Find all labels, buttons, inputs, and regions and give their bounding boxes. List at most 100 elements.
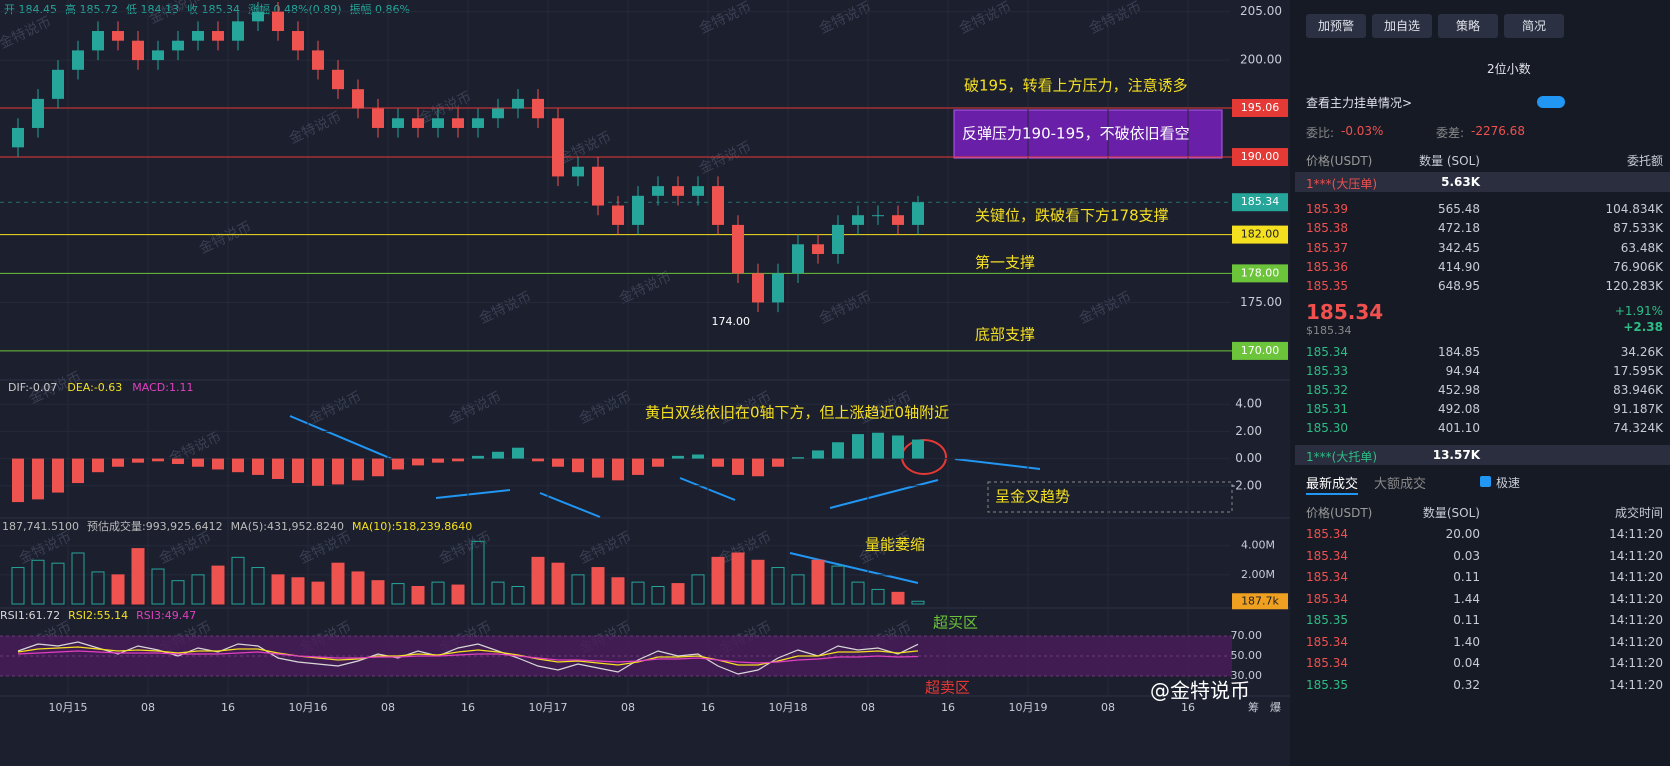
legend-entry: RSI2:55.14 — [68, 609, 128, 622]
volume-bar — [151, 568, 165, 605]
macd-bar — [852, 434, 864, 459]
trade-time: 14:11:20 — [1609, 591, 1663, 606]
button[interactable]: 加预警 — [1306, 14, 1366, 38]
bid-row: 83.946K — [1613, 383, 1663, 397]
order-link[interactable]: 查看主力挂单情况> — [1306, 96, 1413, 110]
macd-bar — [512, 447, 524, 459]
volume-bar — [91, 571, 105, 605]
candle-body — [372, 108, 384, 128]
macd-bar — [792, 457, 804, 459]
candle-body — [352, 89, 364, 109]
decimals[interactable]: 2位小数 — [1487, 62, 1531, 76]
side-panel: 加预警 加自选 策略 简况 2位小数 查看主力挂单情况> 委比: -0.03% 委差: -2276… — [1295, 0, 1670, 766]
annotation: 呈金叉趋势 — [995, 488, 1070, 506]
level-box — [1232, 225, 1288, 244]
annotation: 反弹压力190-195，不破依旧看空 — [962, 125, 1190, 143]
level-box — [1232, 341, 1288, 360]
candle-body — [292, 31, 304, 51]
diff: -2276.68 — [1471, 124, 1525, 138]
volume-bar — [51, 562, 65, 605]
candle-body — [472, 118, 484, 128]
volume-bar — [591, 567, 605, 605]
bid-row: 492.08 — [1438, 402, 1480, 416]
trade-qty: 20.00 — [1445, 527, 1480, 541]
candle-body — [152, 50, 164, 61]
change-pct: +1.91% — [1614, 304, 1663, 318]
volume-bar — [271, 574, 285, 605]
trade-price: 185.34 — [1306, 591, 1348, 606]
candle-body — [532, 98, 544, 119]
tab[interactable]: 大额成交 — [1374, 477, 1427, 492]
volume-bar — [331, 562, 345, 605]
brand: @金特说币 — [1150, 679, 1250, 703]
ask-row: 76.906K — [1613, 259, 1663, 274]
trade-time: 14:11:20 — [1609, 677, 1663, 692]
fast[interactable]: 极速 — [1496, 476, 1521, 490]
toggle[interactable] — [1537, 96, 1565, 108]
macd-bar — [192, 458, 204, 467]
volume-bar — [191, 574, 205, 605]
macd-legend: DEA:-0.63 — [67, 381, 122, 394]
button[interactable]: 加自选 — [1372, 14, 1432, 38]
x-tick-label: 16 — [1181, 701, 1195, 714]
bid-row: 185.33 — [1306, 364, 1348, 378]
bid-row: 74.324K — [1613, 421, 1663, 435]
trade-header: 数量(SOL) — [1422, 506, 1480, 520]
tab[interactable]: 最新成交 — [1306, 477, 1359, 492]
ask-row: 185.35 — [1306, 279, 1348, 294]
button[interactable]: 策略 — [1438, 14, 1498, 38]
trade-time: 14:11:20 — [1609, 527, 1663, 541]
x-tick-label: 10月18 — [769, 701, 808, 714]
volume-bar — [111, 574, 125, 605]
trade-qty: 0.32 — [1453, 677, 1480, 692]
trade-qty: 0.11 — [1453, 613, 1480, 627]
change: +2.38 — [1623, 320, 1663, 334]
volume-bar — [131, 548, 145, 605]
macd-bar — [252, 458, 264, 475]
volume-bar — [11, 567, 25, 605]
big-ask-amount: 5.63K — [1441, 175, 1480, 189]
ask-row: 414.90 — [1438, 259, 1480, 274]
bid-row: 91.187K — [1613, 402, 1663, 416]
y-tick-label: 200.00 — [1240, 53, 1282, 67]
trade-qty: 0.03 — [1453, 548, 1480, 563]
bid-row: 452.98 — [1438, 383, 1480, 397]
fast-check[interactable] — [1480, 476, 1491, 487]
ratio-label: 委比: — [1306, 126, 1335, 140]
trade-time: 14:11:20 — [1609, 656, 1663, 670]
button[interactable]: 简况 — [1504, 14, 1564, 38]
volume-bar — [731, 552, 745, 605]
candle-body — [92, 31, 104, 51]
volume-bar — [471, 540, 485, 605]
macd-bar — [912, 439, 924, 459]
volume-bar — [391, 583, 405, 605]
candle-body — [612, 205, 624, 225]
macd-bar — [552, 458, 564, 467]
macd-bar — [832, 442, 844, 459]
candle-body — [692, 186, 704, 196]
bid-row: 185.34 — [1306, 345, 1348, 359]
candle-body — [732, 224, 744, 274]
ask-row: 342.45 — [1438, 240, 1480, 255]
ask-row: 63.48K — [1620, 240, 1663, 255]
x-tick-label: 08 — [1101, 701, 1115, 714]
corner-label: 筹 — [1248, 700, 1259, 714]
macd-bar — [732, 458, 744, 475]
tab-underline — [1306, 493, 1358, 495]
candle-body — [572, 166, 584, 177]
macd-bar — [872, 432, 884, 459]
candle-body — [832, 224, 844, 254]
level-box — [1232, 193, 1288, 212]
candle-body — [892, 215, 904, 225]
macd-bar — [312, 458, 324, 486]
bid-row: 185.32 — [1306, 383, 1348, 397]
macd-bar — [52, 458, 64, 493]
x-tick-label: 16 — [941, 701, 955, 714]
macd-bar — [272, 458, 284, 479]
macd-bar — [32, 458, 44, 500]
ask-row: 185.37 — [1306, 240, 1348, 255]
macd-bar — [692, 454, 704, 459]
annotation-box — [987, 481, 1233, 513]
volume-bar — [811, 559, 825, 605]
y-tick-label: 205.00 — [1240, 4, 1282, 18]
